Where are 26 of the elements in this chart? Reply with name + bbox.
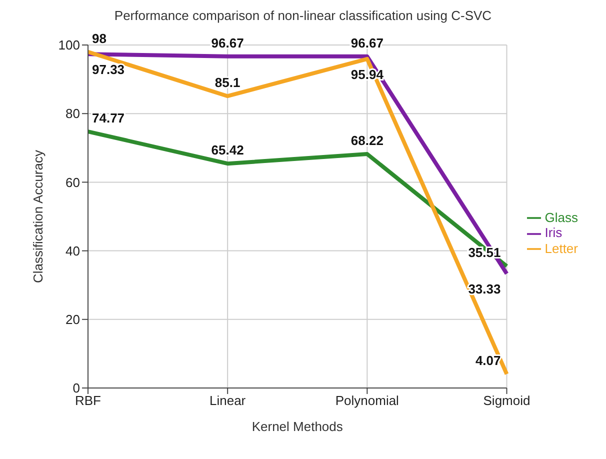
y-tick-label: 100 (58, 38, 80, 53)
data-label: 96.67 (211, 35, 244, 50)
data-label: 96.67 (350, 35, 384, 50)
y-axis-title: Classification Accuracy (30, 150, 46, 283)
y-tick-label: 20 (66, 312, 80, 328)
y-tick-label: 60 (66, 174, 80, 190)
y-tick-label: 0 (72, 380, 80, 396)
x-axis-title: Kernel Methods (252, 419, 344, 434)
x-tick-label: Linear (210, 393, 246, 408)
y-tick-label: 80 (66, 106, 80, 122)
data-label: 68.22 (350, 133, 384, 148)
data-label: 65.42 (211, 142, 244, 158)
data-label: 74.77 (92, 110, 125, 126)
y-tick-label: 40 (66, 243, 80, 258)
data-label: 98 (92, 30, 106, 46)
data-label: 97.33 (92, 62, 125, 78)
legend-label: Iris (544, 225, 562, 240)
legend-label: Letter (544, 240, 578, 256)
line-series (86, 50, 509, 376)
x-tick-label: Sigmoid (483, 393, 530, 408)
x-tick-label: Polynomial (335, 393, 400, 408)
line-series (86, 130, 509, 268)
chart-title: Performance comparison of non-linear classification using C-SVC (113, 8, 493, 23)
x-tick-label: RBF (75, 393, 102, 408)
legend-label: Glass (544, 210, 578, 225)
data-label: 85.1 (214, 75, 240, 90)
